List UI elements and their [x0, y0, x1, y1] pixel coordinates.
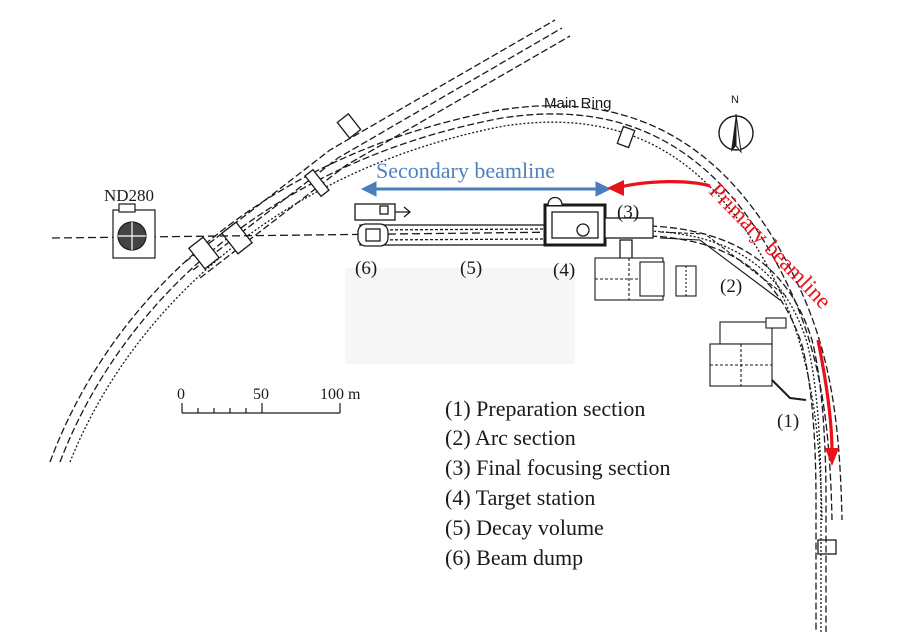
primary-arrowhead-left	[607, 180, 624, 196]
primary-beamline-arrow	[619, 180, 834, 453]
main-ring-label: Main Ring	[544, 95, 612, 112]
section-marker-2: (2)	[720, 276, 742, 297]
preparation-buildings	[709, 317, 807, 401]
nd280-building	[112, 203, 156, 259]
secondary-beamline-arrow	[360, 181, 612, 197]
section-marker-5: (5)	[460, 258, 482, 279]
legend-item: (6) Beam dump	[445, 545, 583, 570]
section-marker-1: (1)	[777, 411, 799, 432]
legend-item: (1) Preparation section	[445, 396, 645, 421]
support-buildings	[594, 231, 787, 301]
primary-arrowhead-down	[825, 448, 839, 466]
scale-bar	[181, 403, 341, 414]
scale-tick-100: 100 m	[320, 386, 361, 403]
secondary-beamline-label: Secondary beamline	[376, 158, 555, 183]
ring-buildings	[187, 112, 837, 555]
section-marker-6: (6)	[355, 258, 377, 279]
scale-tick-0: 0	[177, 386, 185, 403]
north-compass-icon	[718, 113, 754, 154]
legend-item: (5) Decay volume	[445, 515, 604, 540]
section-marker-4: (4)	[553, 260, 575, 281]
shaded-region	[345, 268, 575, 364]
section-marker-3: (3)	[617, 202, 639, 223]
legend-item: (4) Target station	[445, 485, 595, 510]
north-label: N	[731, 94, 739, 106]
legend: (1) Preparation section (2) Arc section …	[445, 396, 670, 570]
legend-item: (2) Arc section	[445, 425, 576, 450]
nd280-label: ND280	[104, 186, 154, 205]
scale-tick-50: 50	[253, 386, 269, 403]
beam-dump-structure	[354, 203, 412, 247]
legend-item: (3) Final focusing section	[445, 455, 670, 480]
target-station-structure	[543, 196, 654, 261]
